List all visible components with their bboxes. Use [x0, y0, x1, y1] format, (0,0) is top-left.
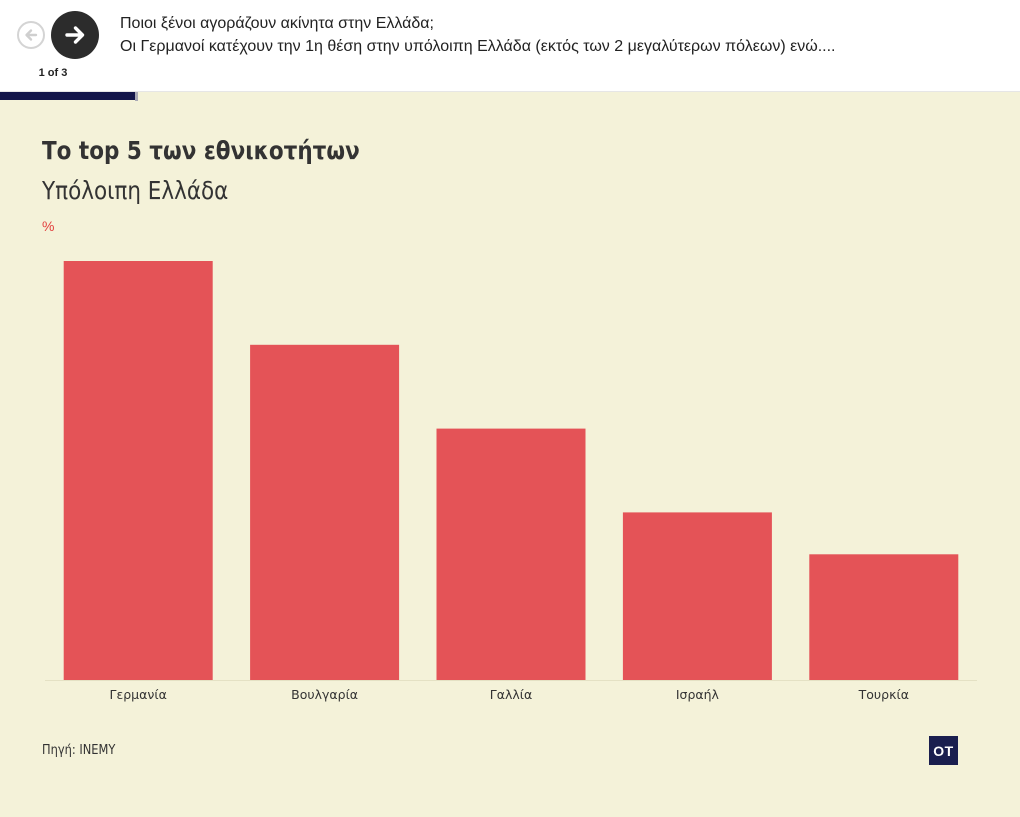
- story-subtitle: Οι Γερμανοί κατέχουν την 1η θέση στην υπ…: [120, 38, 836, 55]
- chart-subtitle: Υπόλοιπη Ελλάδα: [42, 176, 229, 205]
- bar[interactable]: [63, 261, 213, 680]
- ot-logo: OT: [929, 736, 958, 765]
- bar[interactable]: [622, 512, 772, 680]
- x-tick-label: Γαλλία: [490, 687, 532, 702]
- story-title: Ποιοι ξένοι αγοράζουν ακίνητα στην Ελλάδ…: [120, 15, 434, 32]
- slide-counter: 1 of 3: [38, 67, 68, 79]
- bar-chart: Γερμανία Βουλγαρία Γαλλία Ισραήλ Τουρκία: [45, 261, 977, 702]
- bar[interactable]: [250, 344, 400, 680]
- progress-edge: [135, 92, 138, 101]
- chart-title: Το top 5 των εθνικοτήτων: [42, 136, 360, 165]
- progress-bar: [0, 92, 1020, 101]
- arrow-left-icon: [25, 29, 38, 41]
- y-axis-unit: %: [42, 218, 55, 234]
- arrow-right-icon: [65, 26, 85, 44]
- next-button[interactable]: [51, 11, 99, 59]
- chart-panel: Το top 5 των εθνικοτήτων Υπόλοιπη Ελλάδα…: [0, 101, 1020, 817]
- x-tick-label: Τουρκία: [858, 687, 909, 702]
- story-header: 1 of 3 Ποιοι ξένοι αγοράζουν ακίνητα στη…: [0, 0, 1020, 92]
- previous-button[interactable]: [17, 21, 45, 49]
- source-note: Πηγή: INEMY: [42, 743, 116, 758]
- x-tick-label: Γερμανία: [110, 687, 167, 702]
- progress-fill: [0, 92, 136, 100]
- bar[interactable]: [809, 554, 959, 680]
- x-tick-label: Βουλγαρία: [291, 687, 358, 702]
- bar[interactable]: [436, 428, 586, 680]
- x-tick-label: Ισραήλ: [676, 687, 720, 702]
